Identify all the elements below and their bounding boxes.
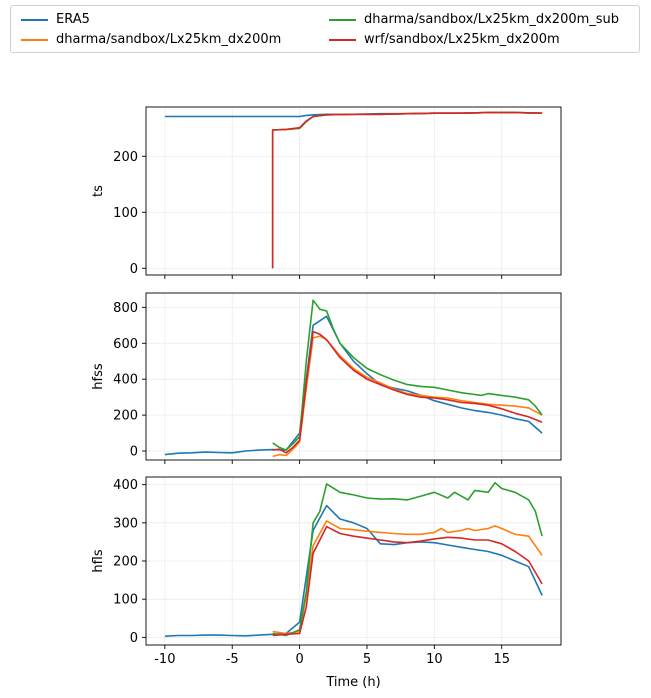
- y-tick-label: 400: [113, 478, 138, 493]
- panel-ts: 0 100 200 ts: [91, 106, 562, 279]
- y-tick-label: 100: [113, 206, 138, 221]
- x-tick-label: 0: [295, 652, 303, 667]
- y-tick-label: 0: [130, 631, 138, 646]
- series-line-3: [272, 330, 543, 454]
- y-axis-label: hfls: [91, 549, 106, 572]
- x-axis-label: Time (h): [325, 675, 380, 690]
- legend-label: ERA5: [56, 12, 90, 27]
- y-tick-label: 200: [113, 555, 138, 570]
- series-line-2: [272, 299, 543, 451]
- legend-label: wrf/sandbox/Lx25km_dx200m: [364, 32, 560, 47]
- axes-frame: [145, 292, 562, 461]
- legend-swatch-era5: [21, 19, 48, 21]
- series-line-3: [272, 525, 543, 637]
- y-tick-label: 0: [130, 262, 138, 277]
- x-tick-label: 5: [363, 652, 371, 667]
- x-tick-label: 10: [426, 652, 443, 667]
- series-line-1: [272, 520, 543, 635]
- y-axis-label: ts: [91, 185, 106, 197]
- series-line-0: [164, 315, 543, 456]
- y-tick-label: 300: [113, 516, 138, 531]
- y-axis-label: hfss: [91, 363, 106, 390]
- legend-swatch-dharma: [21, 39, 48, 41]
- legend-swatch-wrf: [329, 39, 356, 41]
- panel-hfls: -10 -5 0 5 10 15 0 100 200 300 400 hfls: [91, 476, 562, 667]
- x-tick-label: -10: [154, 652, 175, 667]
- y-tick-label: 0: [130, 445, 138, 460]
- series-line-3: [271, 111, 543, 269]
- legend-swatch-dharma-sub: [329, 19, 356, 21]
- x-tick-label: 15: [493, 652, 510, 667]
- legend-label: dharma/sandbox/Lx25km_dx200m_sub: [364, 12, 620, 27]
- legend-label: dharma/sandbox/Lx25km_dx200m: [56, 32, 282, 47]
- y-tick-label: 400: [113, 373, 138, 388]
- axes-frame: [145, 106, 562, 276]
- panel-hfss: 0 200 400 600 800 hfss: [91, 292, 562, 464]
- y-tick-label: 200: [113, 150, 138, 165]
- series-line-2: [272, 481, 543, 637]
- legend: ERA5 dharma/sandbox/Lx25km_dx200m dharma…: [10, 5, 640, 53]
- x-tick-label: -5: [226, 652, 239, 667]
- series-line-1: [272, 335, 543, 458]
- y-tick-label: 800: [113, 301, 138, 316]
- y-tick-label: 100: [113, 593, 138, 608]
- series-line-0: [164, 504, 543, 637]
- y-tick-label: 600: [113, 337, 138, 352]
- y-tick-label: 200: [113, 409, 138, 424]
